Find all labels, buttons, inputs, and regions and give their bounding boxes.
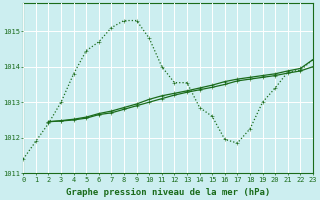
X-axis label: Graphe pression niveau de la mer (hPa): Graphe pression niveau de la mer (hPa)	[66, 188, 270, 197]
